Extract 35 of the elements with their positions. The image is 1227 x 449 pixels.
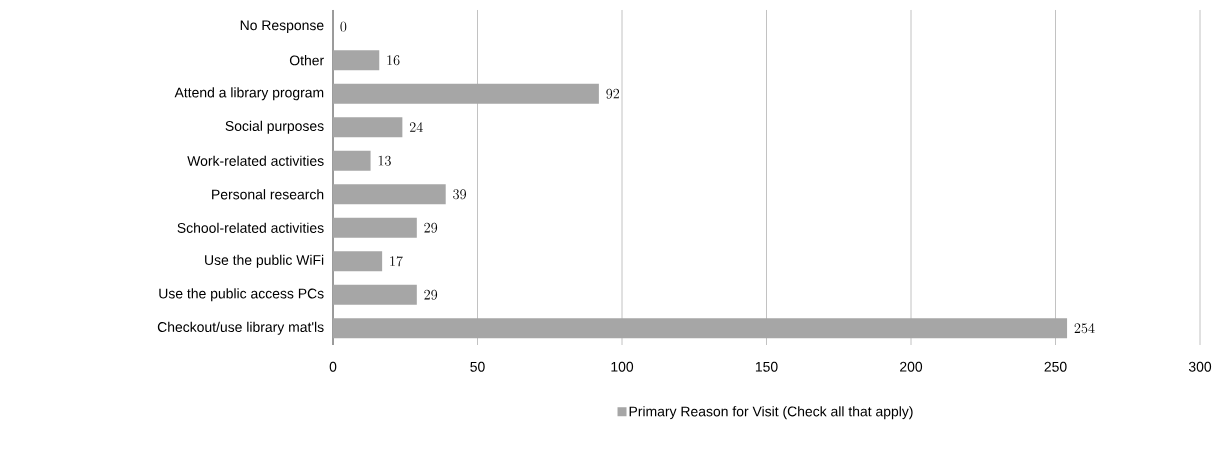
bar: [333, 150, 371, 171]
x-tick-label: 50: [470, 361, 485, 372]
y-tick-label: Use the public access PCs: [159, 288, 324, 302]
data-label: 254: [1074, 323, 1095, 334]
y-tick-label: Checkout/use library mat'ls: [157, 321, 324, 335]
data-label: 0: [340, 21, 347, 32]
x-tick-label: 250: [1044, 361, 1067, 372]
data-label: 29: [424, 289, 438, 300]
y-tick-label: Work-related activities: [187, 155, 324, 166]
y-tick-label: Personal research: [212, 189, 324, 200]
data-label: 39: [453, 189, 466, 200]
data-label: 29: [424, 222, 438, 233]
bar: [333, 251, 383, 272]
y-tick-label: No Response: [240, 20, 324, 33]
data-label: 92: [606, 88, 620, 99]
x-tick-label: 200: [900, 361, 923, 372]
x-tick-label: 100: [611, 361, 634, 372]
bar: [333, 217, 417, 238]
data-label: 16: [387, 55, 400, 66]
y-tick-label: School-related activities: [177, 222, 324, 233]
y-tick-label: Use the public WiFi: [205, 254, 324, 268]
x-tick-label: 150: [755, 361, 778, 372]
data-label: 13: [378, 155, 391, 166]
y-tick-label: Attend a library program: [174, 87, 324, 101]
bar: [333, 184, 446, 205]
bar: [333, 50, 380, 71]
legend-label: Primary Reason for Visit (Check all that apply): [629, 406, 913, 420]
y-tick-label: Other: [289, 55, 324, 66]
data-label: 17: [390, 256, 403, 267]
y-tick-label: Social purposes: [225, 120, 324, 134]
data-label: 24: [409, 122, 423, 132]
bar: [333, 284, 417, 305]
x-tick-label: 300: [1188, 361, 1212, 372]
x-tick-label: 0: [329, 361, 337, 372]
bar: [333, 117, 403, 138]
